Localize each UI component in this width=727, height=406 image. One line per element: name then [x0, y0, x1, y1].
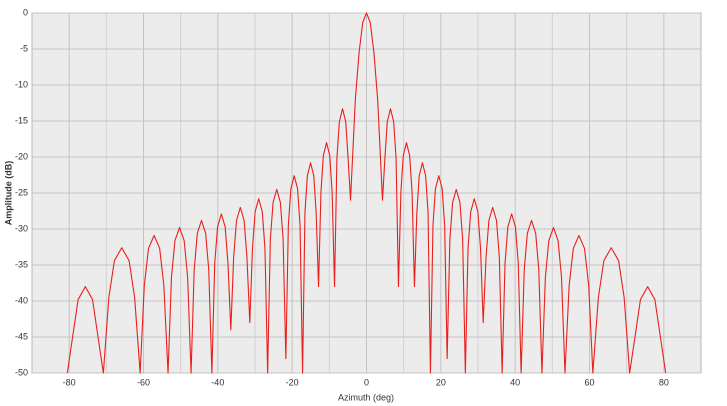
y-tick-label: 0: [23, 7, 28, 17]
y-tick-label: -40: [15, 295, 28, 305]
y-tick-label: -15: [15, 115, 28, 125]
y-tick-label: -50: [15, 367, 28, 377]
x-tick-label: 80: [659, 377, 669, 387]
x-tick-label: -40: [211, 377, 224, 387]
y-tick-label: -45: [15, 331, 28, 341]
y-tick-label: -5: [20, 43, 28, 53]
x-tick-label: -80: [63, 377, 76, 387]
x-tick-label: 40: [510, 377, 520, 387]
y-tick-label: -20: [15, 151, 28, 161]
y-tick-label: -35: [15, 259, 28, 269]
y-tick-label: -25: [15, 187, 28, 197]
x-tick-label: 0: [364, 377, 369, 387]
y-tick-label: -10: [15, 79, 28, 89]
x-axis-title: Azimuth (deg): [338, 392, 394, 402]
x-tick-label: 60: [584, 377, 594, 387]
y-tick-label: -30: [15, 223, 28, 233]
x-tick-label: 20: [436, 377, 446, 387]
y-axis-title: Amplitude (dB): [3, 161, 13, 226]
line-series: [66, 12, 667, 374]
x-tick-label: -20: [286, 377, 299, 387]
x-tick-label: -60: [137, 377, 150, 387]
